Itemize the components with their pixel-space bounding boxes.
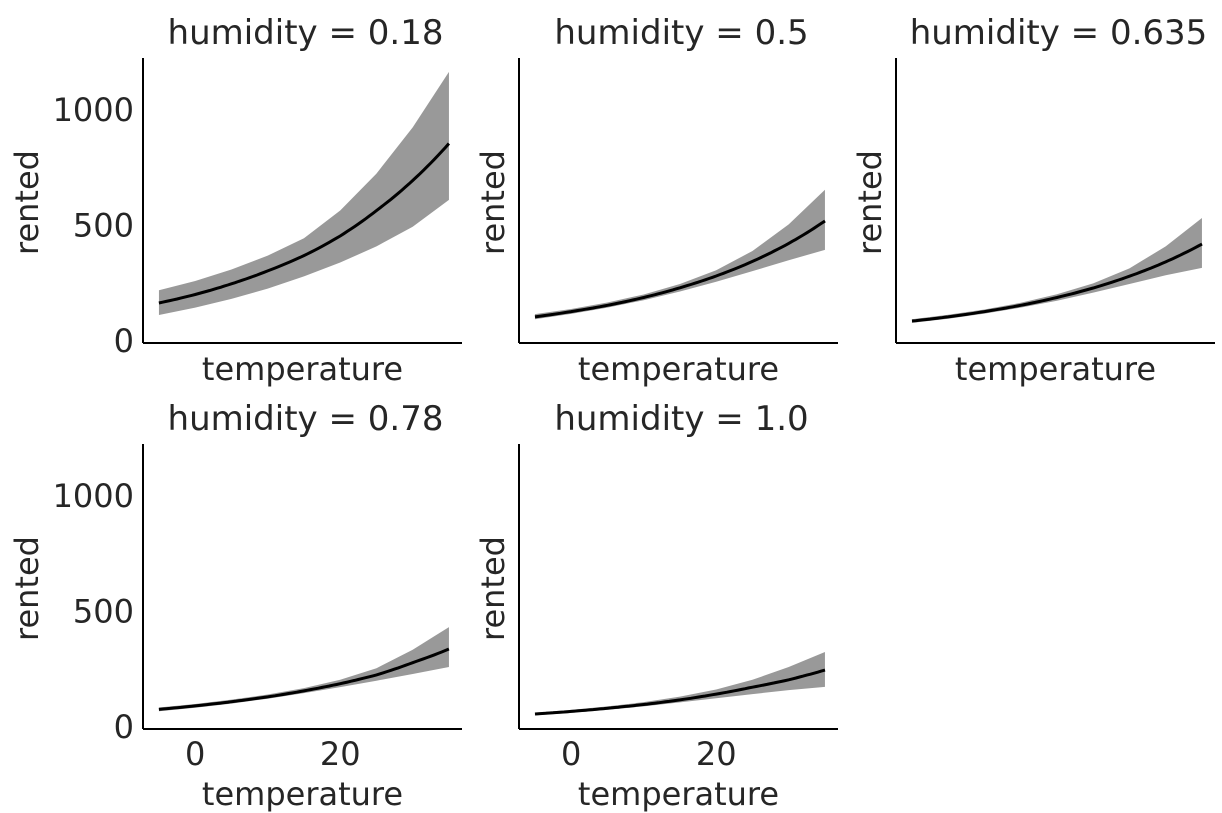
y-tick-label: 500 [73, 592, 134, 630]
x-tick-label: 20 [696, 735, 737, 773]
credible-band [158, 71, 449, 316]
credible-band [534, 189, 825, 320]
panel-title: humidity = 0.18 [168, 13, 444, 53]
mean-line [911, 242, 1203, 323]
y-tick-label: 1000 [53, 91, 134, 129]
x-axis-label: temperature [202, 350, 403, 388]
credible-band [534, 652, 825, 716]
panel-title: humidity = 0.635 [910, 13, 1208, 53]
mean-line [534, 668, 826, 716]
x-axis-label: temperature [202, 775, 403, 813]
y-axis-label: rented [474, 536, 512, 641]
mean-line [158, 142, 451, 305]
panel-title: humidity = 0.78 [168, 399, 444, 439]
panel-title: humidity = 0.5 [554, 13, 808, 53]
y-tick-label: 0 [114, 322, 134, 360]
x-tick-label: 0 [561, 735, 581, 773]
mean-line [158, 647, 450, 711]
x-tick-label: 0 [185, 735, 205, 773]
y-axis-label: rented [8, 150, 46, 255]
mean-line [534, 219, 826, 319]
credible-band [158, 627, 449, 712]
x-axis-label: temperature [578, 775, 779, 813]
y-tick-label: 1000 [53, 477, 134, 515]
x-tick-label: 20 [320, 735, 361, 773]
credible-band [911, 217, 1202, 323]
y-tick-label: 500 [73, 206, 134, 244]
panel-title: humidity = 1.0 [554, 399, 808, 439]
y-axis-label: rented [8, 536, 46, 641]
x-axis-label: temperature [955, 350, 1156, 388]
y-axis-label: rented [851, 150, 889, 255]
y-tick-label: 0 [114, 708, 134, 746]
y-axis-label: rented [474, 150, 512, 255]
x-axis-label: temperature [578, 350, 779, 388]
